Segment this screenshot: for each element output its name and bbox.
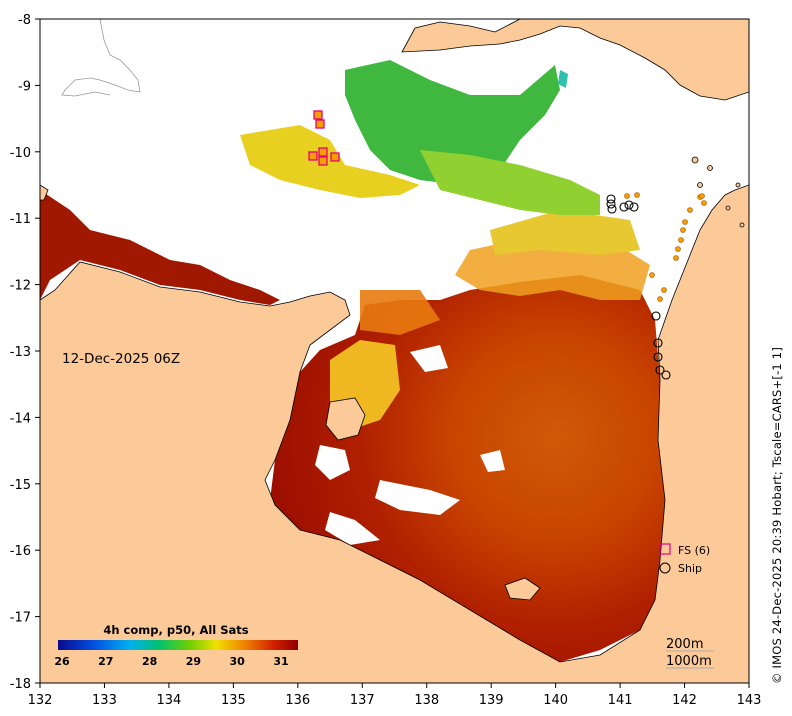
fs-legend-marker xyxy=(659,543,671,555)
x-tick-label: 141 xyxy=(608,693,633,708)
sst-arafura-lightgreen xyxy=(420,150,600,215)
x-tick-label: 133 xyxy=(92,693,117,708)
land-island-mornington xyxy=(504,577,541,601)
x-tick-label: 138 xyxy=(414,693,439,708)
sst-arafura-green xyxy=(345,60,560,185)
sst-orange-west xyxy=(360,290,440,335)
cloud-gap xyxy=(375,480,460,515)
x-tick-label: 134 xyxy=(156,693,181,708)
colorbar-tick-label: 31 xyxy=(273,655,288,668)
obs-dots xyxy=(624,192,707,302)
y-tick-label: -17 xyxy=(10,611,31,626)
colorbar-title: 4h comp, p50, All Sats xyxy=(103,623,248,637)
y-tick-label: -8 xyxy=(18,13,31,28)
ship-legend-label: Ship xyxy=(678,562,702,575)
y-tick-label: -9 xyxy=(18,79,31,94)
y-axis: -8 -9 -10 -11 -12 -13 -14 -15 -16 -17 -18 xyxy=(10,13,40,692)
sst-northcoast xyxy=(40,190,280,305)
land-island-groote xyxy=(325,397,366,441)
plot-area xyxy=(40,19,749,683)
y-tick-label: -14 xyxy=(10,411,31,426)
x-tick-label: 143 xyxy=(737,693,762,708)
date-label: 12-Dec-2025 06Z xyxy=(62,351,180,367)
y-tick-label: -12 xyxy=(10,279,31,294)
contour-1000-label: 1000m xyxy=(666,654,712,669)
y-tick-label: -10 xyxy=(10,146,31,161)
land-island-aru xyxy=(40,184,49,201)
x-tick-label: 142 xyxy=(672,693,697,708)
contour-200-label: 200m xyxy=(666,637,703,652)
x-tick-label: 136 xyxy=(285,693,310,708)
colorbar-gradient xyxy=(58,640,298,650)
legend: FS (6) Ship xyxy=(659,543,710,575)
x-tick-label: 135 xyxy=(221,693,246,708)
sst-yellow-band xyxy=(490,210,640,255)
sst-arafura-yellow xyxy=(240,125,420,198)
y-tick-label: -16 xyxy=(10,544,31,559)
ship-legend-marker xyxy=(659,562,671,574)
y-tick-label: -13 xyxy=(10,345,31,360)
coastline-outline xyxy=(61,19,141,97)
land-new-guinea xyxy=(401,19,749,101)
colorbar-tick-label: 26 xyxy=(54,655,70,668)
cloud-gap xyxy=(325,512,380,545)
colorbar: 4h comp, p50, All Sats 26 27 28 29 30 31 xyxy=(54,623,298,668)
cloud-gap xyxy=(410,345,448,372)
credit-text: © IMOS 24-Dec-2025 20:39 Hobart; Tscale=… xyxy=(770,346,784,684)
fs-legend-label: FS (6) xyxy=(678,544,710,557)
colorbar-tick-label: 29 xyxy=(186,655,201,668)
x-tick-label: 132 xyxy=(28,693,53,708)
colorbar-tick-label: 27 xyxy=(98,655,113,668)
ship-observations xyxy=(606,194,671,380)
land-australia xyxy=(40,184,749,683)
colorbar-tick-label: 30 xyxy=(230,655,246,668)
x-tick-label: 137 xyxy=(350,693,375,708)
cloud-gap xyxy=(480,450,505,472)
cloud-gap xyxy=(315,445,350,480)
torres-islands xyxy=(691,156,745,228)
x-tick-label: 139 xyxy=(479,693,504,708)
y-tick-label: -15 xyxy=(10,478,31,493)
fs-markers xyxy=(308,110,340,166)
x-tick-label: 140 xyxy=(543,693,568,708)
x-axis: 132 133 134 135 136 137 138 139 140 141 142 143 xyxy=(28,683,762,708)
colorbar-tick-label: 28 xyxy=(142,655,157,668)
y-tick-label: -11 xyxy=(10,212,31,227)
contour-legend: 200m 1000m xyxy=(666,637,714,669)
y-tick-label: -18 xyxy=(10,677,31,692)
sst-cyan-patch xyxy=(558,70,568,88)
